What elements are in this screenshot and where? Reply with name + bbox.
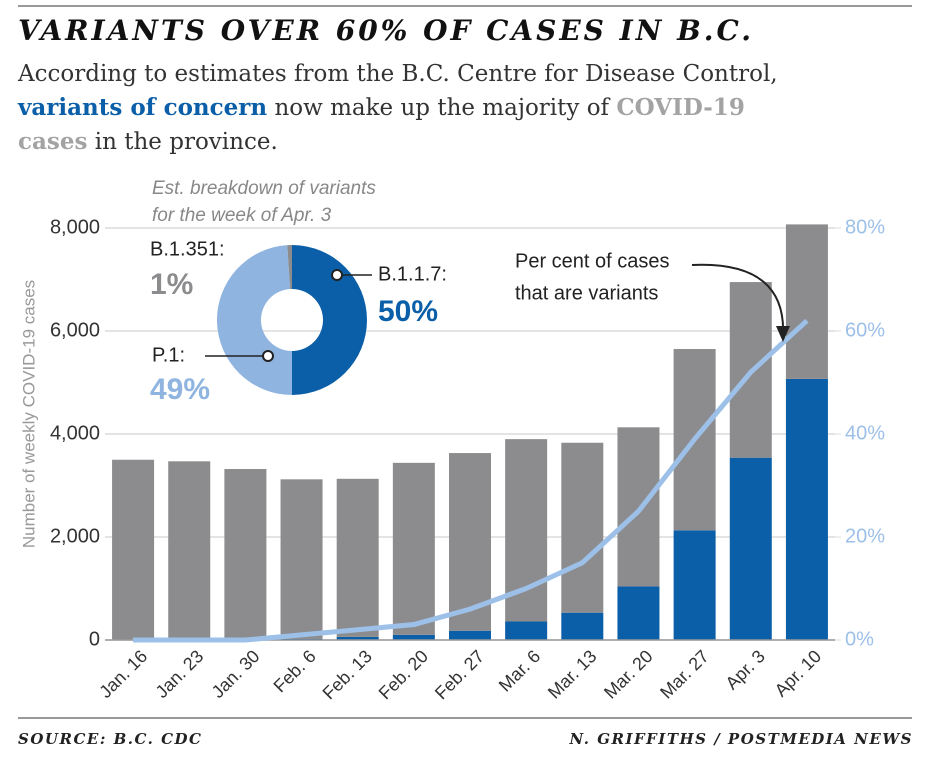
y-axis-label: Number of weekly COVID-19 cases xyxy=(19,280,38,548)
bar-segment xyxy=(729,457,772,640)
subtitle-text: now make up the majority of xyxy=(274,95,610,121)
pie-value-label: 49% xyxy=(150,373,210,406)
credit: N. GRIFFITHS / POSTMEDIA NEWS xyxy=(569,730,913,748)
pie-title: Est. breakdown of variants xyxy=(152,178,376,199)
pie-value-label: 1% xyxy=(150,268,193,301)
subtitle-highlight: COVID-19 xyxy=(616,94,745,121)
x-tick-label: Mar. 20 xyxy=(600,646,657,703)
x-tick-label: Feb. 6 xyxy=(269,646,319,696)
arrow-head xyxy=(776,326,790,342)
leader-dot xyxy=(331,269,343,281)
bar-segment xyxy=(449,630,491,640)
leader-dot xyxy=(262,350,274,362)
subtitle-text: in the province. xyxy=(94,129,278,155)
bar-segment xyxy=(449,453,491,631)
y-tick-label: 6,000 xyxy=(50,319,100,341)
y-tick-label: 2,000 xyxy=(50,525,100,547)
y2-tick-label: 0% xyxy=(845,628,874,650)
y2-tick-label: 80% xyxy=(845,216,885,238)
bar-segment xyxy=(617,586,660,640)
bar-segment xyxy=(561,442,604,613)
bar-segment xyxy=(392,462,435,635)
y-tick-label: 0 xyxy=(89,628,100,650)
subtitle-highlight: cases xyxy=(18,128,88,155)
bar-segment xyxy=(168,461,211,640)
y2-tick-label: 40% xyxy=(845,422,885,444)
pie-label: B.1.351: xyxy=(150,238,225,260)
bar-segment xyxy=(336,478,379,637)
bar-segment xyxy=(785,378,828,640)
x-tick-label: Feb. 13 xyxy=(319,646,376,703)
pie-label: P.1: xyxy=(152,344,185,366)
x-tick-label: Feb. 20 xyxy=(375,646,432,703)
x-tick-label: Feb. 27 xyxy=(431,646,488,703)
x-tick-label: Apr. 3 xyxy=(722,646,769,693)
x-tick-label: Jan. 16 xyxy=(95,646,151,702)
bar-segment xyxy=(785,224,828,379)
x-tick-label: Jan. 30 xyxy=(208,646,264,702)
bar-segment xyxy=(224,469,267,640)
annotation: that are variants xyxy=(515,282,658,304)
pie-label: B.1.1.7: xyxy=(378,263,447,285)
x-tick-label: Jan. 23 xyxy=(152,646,208,702)
bar-segment xyxy=(505,621,548,640)
y-tick-label: 4,000 xyxy=(50,422,100,444)
y2-tick-label: 60% xyxy=(845,319,885,341)
pie-slice xyxy=(287,245,292,290)
annotation: Per cent of cases xyxy=(515,250,670,272)
pie-slice xyxy=(292,245,367,395)
source: SOURCE: B.C. CDC xyxy=(18,730,203,748)
x-tick-label: Mar. 27 xyxy=(656,646,713,703)
subtitle-text: According to estimates from the B.C. Cen… xyxy=(18,61,778,87)
title: VARIANTS OVER 60% OF CASES IN B.C. xyxy=(18,14,755,47)
bar-segment xyxy=(336,636,379,640)
bar-segment xyxy=(280,479,323,639)
pie-title: for the week of Apr. 3 xyxy=(152,205,332,226)
bar-segment xyxy=(617,427,660,587)
bar-segment xyxy=(561,612,604,640)
bar-segment xyxy=(392,634,435,640)
pie-slice xyxy=(216,245,292,395)
y-tick-label: 8,000 xyxy=(50,216,100,238)
bar-segment xyxy=(112,459,155,640)
x-tick-label: Mar. 6 xyxy=(495,646,545,696)
x-tick-label: Mar. 13 xyxy=(544,646,601,703)
subtitle-highlight: variants of concern xyxy=(18,94,268,121)
bar-segment xyxy=(673,530,716,640)
x-tick-label: Apr. 10 xyxy=(771,646,825,700)
subtitle: According to estimates from the B.C. Cen… xyxy=(18,58,928,159)
pie-value-label: 50% xyxy=(378,295,438,328)
line-series xyxy=(133,318,809,643)
y2-tick-label: 20% xyxy=(845,525,885,547)
annotation-arrow xyxy=(691,263,785,336)
